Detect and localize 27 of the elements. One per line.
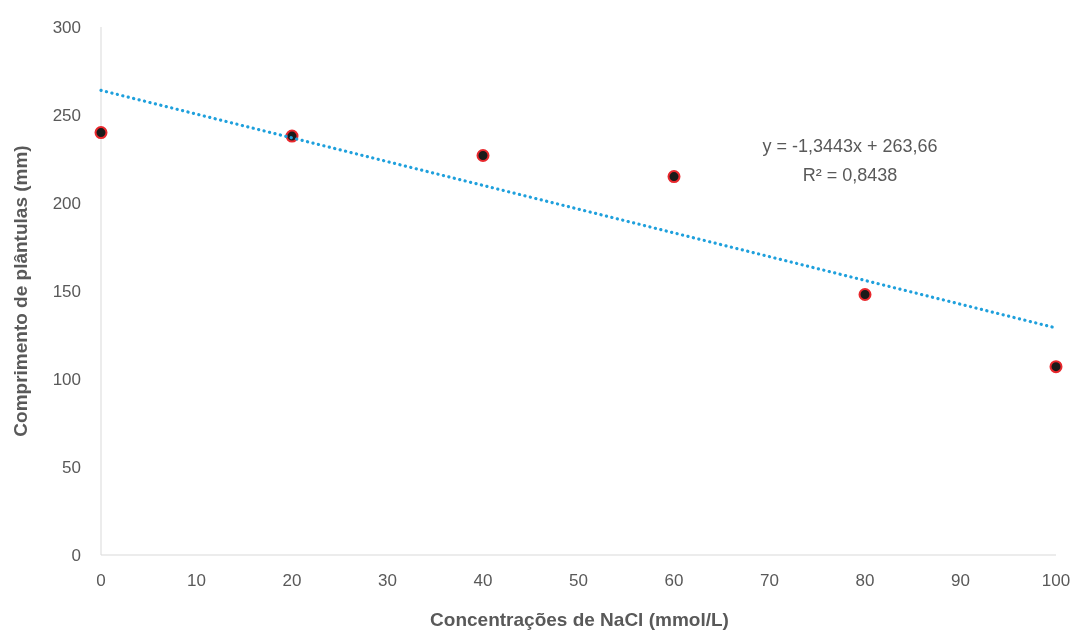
point <box>94 126 108 140</box>
y-tick-label: 300 <box>52 17 81 37</box>
x-tick-label: 50 <box>569 571 588 590</box>
x-axis-title: Concentrações de NaCl (mmol/L) <box>430 609 729 630</box>
x-tick-label: 10 <box>187 571 206 590</box>
point <box>476 148 490 162</box>
annotation: y = -1,3443x + 263,66 <box>762 136 938 156</box>
annotation: R² = 0,8438 <box>802 165 898 185</box>
x-tick-label: 100 <box>1041 571 1071 590</box>
y-tick-label: 100 <box>52 369 81 389</box>
x-tick-label: 0 <box>96 571 106 590</box>
point <box>667 170 681 184</box>
y-tick-label: 150 <box>52 281 81 301</box>
x-tick-label: 20 <box>282 571 302 590</box>
x-tick-label: 60 <box>664 571 684 590</box>
x-tick-label: 90 <box>951 571 970 590</box>
y-tick-label: 200 <box>52 193 81 213</box>
point <box>1049 360 1063 374</box>
x-tick-label: 30 <box>378 571 397 590</box>
x-tick-label: 40 <box>473 571 493 590</box>
x-tick-label: 80 <box>855 571 875 590</box>
y-axis-title: Comprimento de plântulas (mm) <box>10 145 31 437</box>
y-tick-label: 0 <box>71 545 81 565</box>
y-tick-label: 50 <box>62 457 81 477</box>
point <box>858 288 872 302</box>
x-tick-label: 70 <box>760 571 779 590</box>
y-tick-label: 250 <box>52 105 81 125</box>
